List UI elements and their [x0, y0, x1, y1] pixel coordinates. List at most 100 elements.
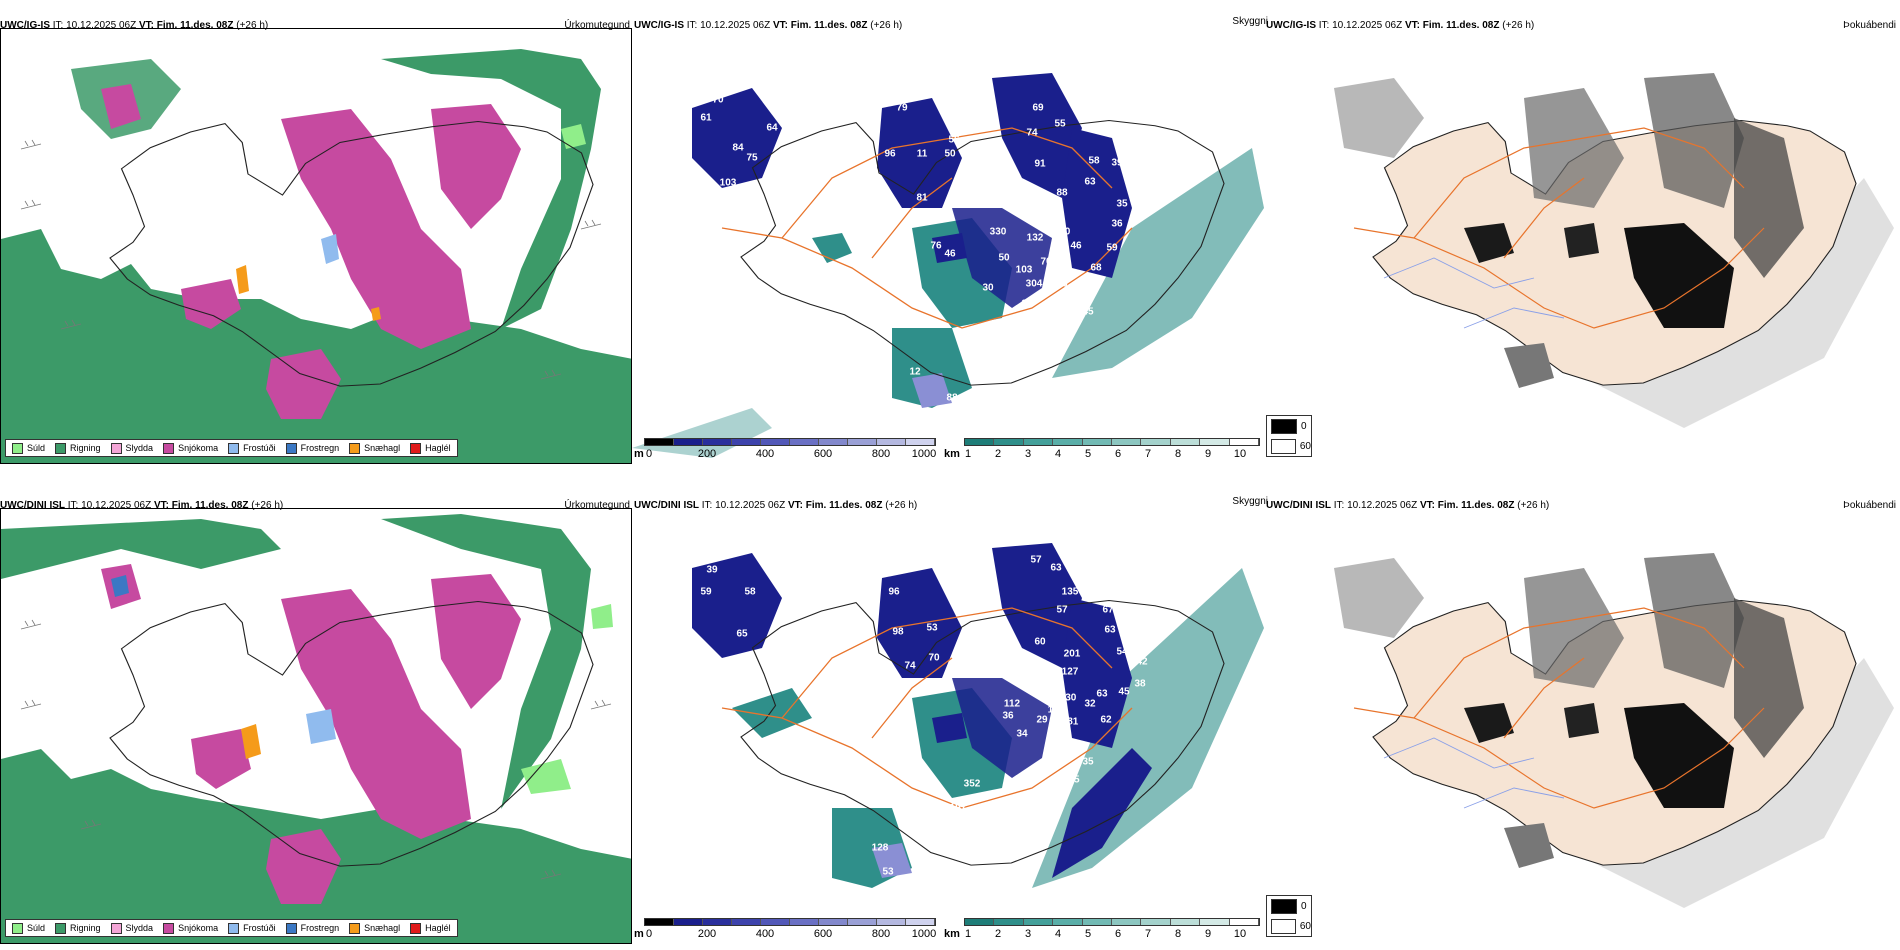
- legend-swatch: [110, 922, 122, 934]
- tick-label: 3: [1024, 448, 1032, 460]
- legend-item: Frostúði: [228, 922, 276, 934]
- tick-label: 6: [1114, 448, 1122, 460]
- vt-value: Fim. 11.des. 08Z: [156, 20, 234, 31]
- legend-swatch: [410, 922, 422, 934]
- scale-unit-m: m: [634, 928, 644, 940]
- cloud-value: 352: [963, 778, 981, 790]
- cloud-value: 12: [1058, 754, 1070, 766]
- cloud-m-scale-row2: m 0 200 400 600 800 1000: [634, 918, 936, 944]
- cloud-value: 181: [1061, 716, 1079, 728]
- lead-time: (+26 h): [1517, 500, 1550, 511]
- cloud-value: 127: [1061, 666, 1079, 678]
- cloud-value: 59: [700, 586, 712, 598]
- legend-swatch: [163, 442, 175, 454]
- scale-strip-km: [964, 918, 1260, 926]
- scale-strip-m: [644, 918, 936, 926]
- lead-time: (+26 h): [885, 500, 918, 511]
- legend-swatch: [285, 922, 297, 934]
- legend-item: Snæhagl: [349, 442, 400, 454]
- legend-label: Snæhagl: [364, 923, 401, 933]
- legend-swatch: [349, 442, 361, 454]
- cloud-value: 56: [844, 670, 856, 682]
- tick-label: 10: [1233, 448, 1247, 460]
- title-row1-precip: UWC/IG-IS IT: 10.12.2025 06Z VT: Fim. 11…: [0, 20, 268, 31]
- cloud-value: 53: [882, 866, 894, 878]
- it-value: 10.12.2025 06Z: [1332, 20, 1403, 31]
- precip-map-row1: [1, 29, 631, 463]
- cloud-value: 98: [892, 626, 904, 638]
- precip-type-legend-row1: Súld Rigning Slydda Snjókoma Frostúði Frostre…: [5, 439, 458, 457]
- tick-label: 400: [755, 928, 775, 940]
- panel-type-fog-row2: Þokuábendi: [1843, 500, 1896, 511]
- cloud-value: 36: [1002, 710, 1014, 722]
- tick-label: 7: [1144, 448, 1152, 460]
- model-name: UWC/IG-IS: [634, 20, 684, 31]
- legend-item: Snæhagl: [349, 922, 401, 934]
- cloud-value: 167: [1047, 704, 1065, 716]
- cloud-value: 201: [1063, 648, 1081, 660]
- precip-panel-row1: Súld Rigning Slydda Snjókoma Frostúði Frostre…: [0, 28, 632, 464]
- cloud-value: 70: [712, 94, 724, 106]
- cloud-value: 74: [1026, 127, 1038, 139]
- cloud-value: 63: [1084, 176, 1096, 188]
- tick-label: 800: [871, 448, 891, 460]
- cloud-value: 128: [871, 842, 889, 854]
- legend-label: Rigning: [70, 923, 101, 933]
- fog-scale-label: 60: [1299, 440, 1311, 452]
- cloud-value: 88: [1056, 187, 1068, 199]
- fog-panel-row2: [1264, 508, 1900, 944]
- cloud-value: 77: [954, 188, 966, 200]
- scale-unit-m: m: [634, 448, 644, 460]
- legend-item: Snjókoma: [163, 442, 218, 454]
- it-label: IT:: [686, 20, 698, 31]
- fog-map-row2: [1264, 508, 1900, 944]
- tick-label: 200: [697, 928, 717, 940]
- legend-label: Slydda: [125, 443, 154, 453]
- legend-label: Haglél: [425, 923, 451, 933]
- cloud-value: 112: [1003, 698, 1021, 710]
- cloud-value: 91: [1034, 158, 1046, 170]
- cloud-value: 63: [1050, 562, 1062, 574]
- cloud-value: 56: [948, 134, 960, 146]
- tick-label: 10: [1233, 928, 1247, 940]
- scale-strip-km: [964, 438, 1260, 446]
- cloud-value: 197: [949, 802, 967, 814]
- tick-label: 3: [1024, 928, 1032, 940]
- cloud-value: 50: [998, 252, 1010, 264]
- tick-label: 4: [1054, 448, 1062, 460]
- cloud-value: 103: [1015, 264, 1033, 276]
- it-label: IT:: [1333, 500, 1345, 511]
- cloud-value: 34: [1016, 728, 1028, 740]
- cloud-value: 68: [1090, 262, 1102, 274]
- it-value: 10.12.2025 06Z: [81, 500, 152, 511]
- fog-scale-label: 0: [1301, 420, 1307, 432]
- cloud-value: 29: [1036, 714, 1048, 726]
- cloud-value: 304: [1025, 278, 1043, 290]
- it-value: 10.12.2025 06Z: [66, 20, 137, 31]
- it-label: IT:: [1318, 20, 1330, 31]
- fog-scale-row1: 0 60: [1266, 415, 1312, 457]
- cloud-value: 88: [946, 392, 958, 404]
- vt-label: VT:: [1404, 20, 1420, 31]
- legend-swatch: [110, 442, 122, 454]
- tick-label: 5: [1084, 448, 1092, 460]
- tick-label: 1: [964, 928, 972, 940]
- cloud-value: 61: [700, 112, 712, 124]
- lead-time: (+26 h): [1502, 20, 1535, 31]
- precip-panel-row2: Súld Rigning Slydda Snjókoma Frostúði Frostre…: [0, 508, 632, 944]
- vt-label: VT:: [787, 500, 803, 511]
- model-name: UWC/DINI ISL: [0, 500, 65, 511]
- lead-time: (+26 h): [236, 20, 269, 31]
- cloud-value: 45: [1068, 774, 1080, 786]
- legend-label: Súld: [27, 443, 46, 453]
- legend-label: Frostregn: [300, 923, 340, 933]
- cloud-value: 69: [1032, 102, 1044, 114]
- vt-label: VT:: [138, 20, 154, 31]
- cloud-value: 38: [1134, 678, 1146, 690]
- legend-swatch: [163, 922, 175, 934]
- tick-label: 9: [1204, 448, 1212, 460]
- cloud-value: 36: [1111, 218, 1123, 230]
- cloud-value: 45: [1082, 306, 1094, 318]
- legend-item: Frostregn: [285, 922, 340, 934]
- cloud-value: 46: [1070, 240, 1082, 252]
